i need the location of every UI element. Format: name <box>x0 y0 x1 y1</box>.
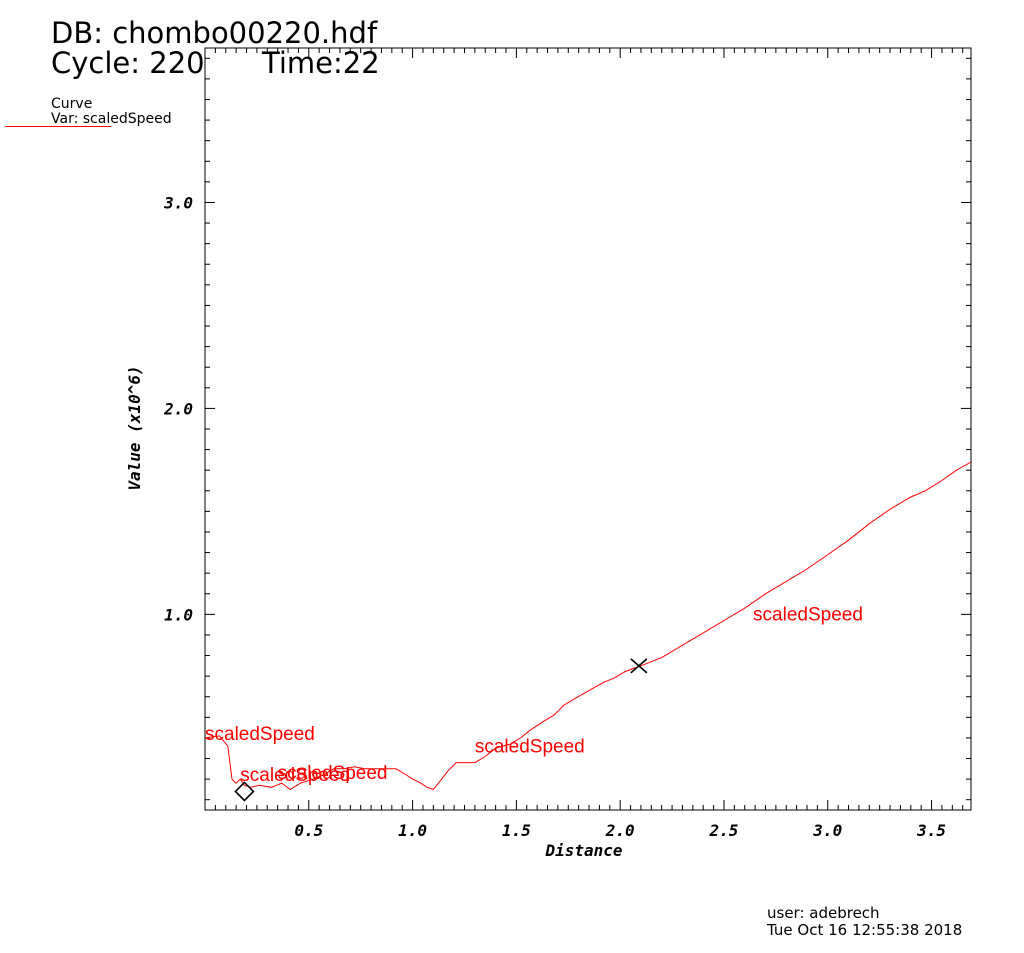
database-title: DB: chombo00220.hdf <box>51 16 378 50</box>
curve-label: scaledSpeed <box>205 724 315 745</box>
tick-labels: 0.5 1.0 1.5 2.0 2.5 3.0 3.5 1.0 2.0 3.0 <box>163 193 946 840</box>
legend-line-swatch <box>5 126 111 127</box>
x-axis-title: Distance <box>544 841 622 860</box>
x-tick-label: 3.5 <box>916 821 946 840</box>
x-tick-label: 2.5 <box>709 821 739 840</box>
y-axis-title: Value (x10^6) <box>125 365 144 490</box>
x-marker-stroke <box>630 658 648 674</box>
footer-date: Tue Oct 16 12:55:38 2018 <box>767 921 963 939</box>
series-line-scaledSpeed <box>204 461 972 791</box>
x-tick-label: 1.5 <box>502 821 531 840</box>
tick-marks <box>204 48 971 810</box>
annotations: scaledSpeedscaledSpeedscaledSpeedscaledS… <box>205 605 863 787</box>
footer-user: user: adebrech <box>767 904 880 922</box>
y-tick-label: 1.0 <box>164 605 193 624</box>
legend-variable: Var: scaledSpeed <box>51 111 172 127</box>
markers <box>234 658 648 802</box>
axes <box>204 47 972 811</box>
y-tick-label: 3.0 <box>163 193 193 212</box>
curve-label: scaledSpeed <box>240 765 350 786</box>
cycle-label: Cycle: 220 <box>51 46 205 80</box>
x-tick-label: 3.0 <box>812 821 842 840</box>
legend-title: Curve <box>51 96 93 112</box>
time-label: Time:22 <box>262 46 380 80</box>
x-marker <box>630 658 648 674</box>
curve-label: scaledSpeed <box>278 763 388 784</box>
axis-titles: Distance Value (x10^6) <box>125 365 623 860</box>
x-tick-label: 2.0 <box>605 821 635 840</box>
plot-frame <box>204 47 972 811</box>
curve-label: scaledSpeed <box>475 736 585 757</box>
series <box>204 461 972 791</box>
x-tick-label: 0.5 <box>294 821 323 840</box>
y-tick-label: 2.0 <box>163 399 193 418</box>
x-tick-label: 1.0 <box>398 821 427 840</box>
curve-label: scaledSpeed <box>753 605 863 626</box>
diamond-marker <box>234 781 255 802</box>
